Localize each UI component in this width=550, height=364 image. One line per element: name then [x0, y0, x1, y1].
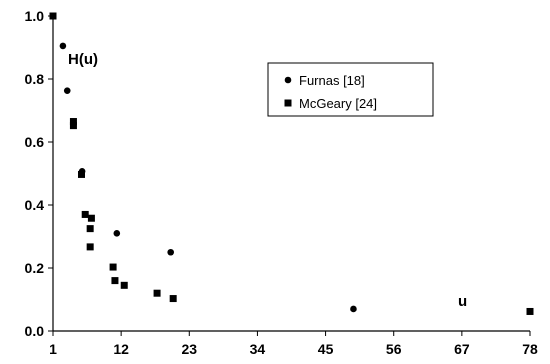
legend-label-furnas: Furnas [18]: [299, 73, 365, 88]
data-point-mcgeary: [111, 277, 119, 285]
y-tick-label: 0.0: [25, 323, 45, 339]
y-tick-label: 0.8: [25, 71, 45, 87]
data-point-mcgeary: [81, 210, 89, 218]
data-point-mcgeary: [169, 295, 177, 303]
data-point-furnas: [350, 305, 357, 313]
data-point-mcgeary: [49, 12, 57, 20]
legend: Furnas [18] McGeary [24]: [267, 62, 434, 117]
series-layer: [49, 12, 534, 315]
x-tick-label: 1: [49, 341, 57, 357]
data-point-furnas: [59, 42, 67, 50]
y-tick-label: 0.4: [25, 197, 45, 213]
y-tick-label: 0.2: [25, 260, 45, 276]
data-point-mcgeary: [153, 289, 161, 297]
data-point-furnas: [63, 87, 71, 94]
legend-marker-furnas: [284, 76, 292, 84]
y-tick-label: 0.6: [25, 134, 45, 150]
data-point-mcgeary: [526, 307, 534, 315]
data-point-mcgeary: [77, 170, 85, 178]
x-tick-label: 23: [181, 341, 197, 357]
data-point-furnas: [167, 248, 175, 256]
data-point-mcgeary: [87, 214, 95, 222]
x-tick-label: 67: [454, 341, 470, 357]
data-point-mcgeary: [86, 243, 94, 251]
legend-box: [267, 62, 434, 117]
annotation-u: u: [458, 293, 467, 310]
x-tick-label: 56: [386, 341, 402, 357]
series-mcgeary: [49, 12, 534, 315]
x-tick-label: 45: [318, 341, 334, 357]
data-point-mcgeary: [120, 281, 128, 289]
data-point-mcgeary: [69, 118, 77, 126]
data-point-mcgeary: [109, 263, 117, 271]
annotation-h-u: H(u): [68, 51, 98, 68]
x-axis: 1 12 23 34 45 56 67 78: [49, 330, 538, 357]
y-tick-label: 1.0: [25, 8, 45, 24]
data-point-furnas: [113, 230, 121, 237]
x-tick-label: 78: [522, 341, 538, 357]
legend-marker-mcgeary: [284, 99, 292, 107]
data-point-mcgeary: [86, 225, 94, 233]
legend-label-mcgeary: McGeary [24]: [299, 96, 377, 111]
x-tick-label: 12: [113, 341, 129, 357]
x-tick-label: 34: [250, 341, 266, 357]
data-point-mcgeary: [69, 122, 77, 130]
y-axis: 0.0 0.2 0.4 0.6 0.8 1.0: [25, 8, 54, 339]
